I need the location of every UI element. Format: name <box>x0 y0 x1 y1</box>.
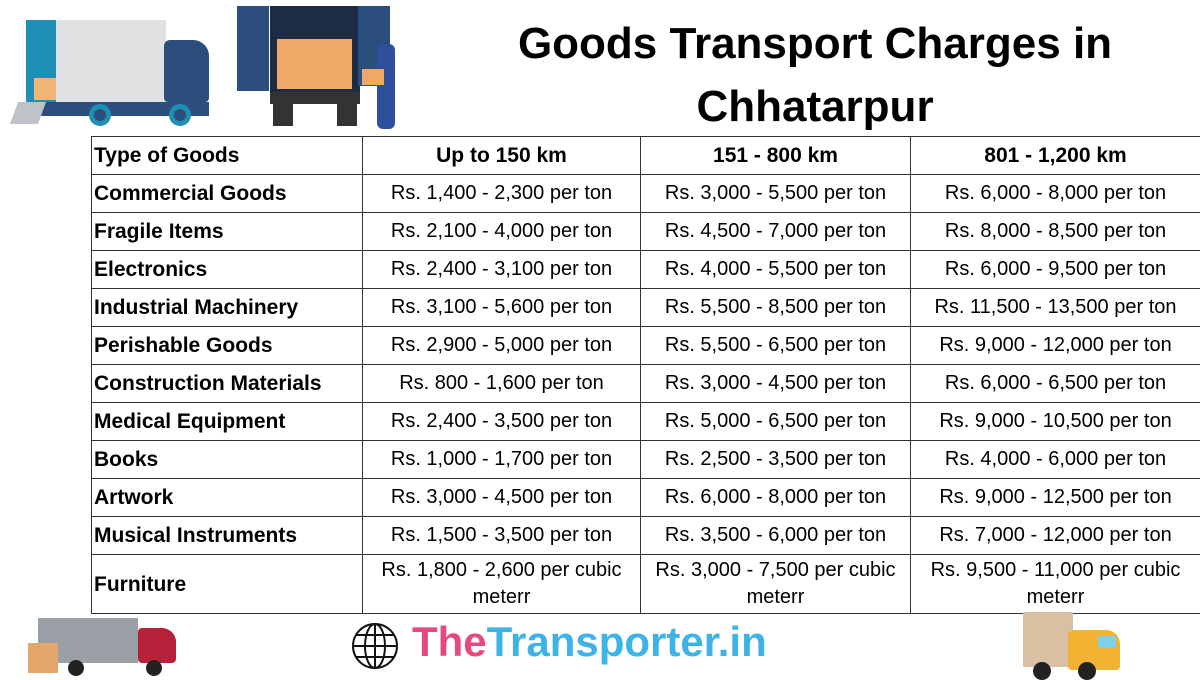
goods-type-cell: Construction Materials <box>92 365 363 403</box>
rate-cell: Rs. 1,800 - 2,600 per cubic meterr <box>363 555 641 614</box>
title-line-2: Chhatarpur <box>430 75 1200 138</box>
globe-icon <box>350 622 400 670</box>
rate-cell: Rs. 3,100 - 5,600 per ton <box>363 289 641 327</box>
column-header: Type of Goods <box>92 137 363 175</box>
rate-cell: Rs. 2,100 - 4,000 per ton <box>363 213 641 251</box>
delivery-van-illustration <box>1018 612 1123 675</box>
rate-cell: Rs. 4,000 - 6,000 per ton <box>911 441 1200 479</box>
loaded-truck-with-mover-illustration <box>237 4 402 132</box>
rate-cell: Rs. 6,000 - 9,500 per ton <box>911 251 1200 289</box>
rate-cell: Rs. 800 - 1,600 per ton <box>363 365 641 403</box>
rate-cell: Rs. 4,000 - 5,500 per ton <box>641 251 911 289</box>
goods-type-cell: Artwork <box>92 479 363 517</box>
red-truck-illustration <box>28 618 178 675</box>
rate-cell: Rs. 6,000 - 8,000 per ton <box>641 479 911 517</box>
brand-part-1: The <box>412 618 487 665</box>
rate-cell: Rs. 9,000 - 12,500 per ton <box>911 479 1200 517</box>
goods-type-cell: Electronics <box>92 251 363 289</box>
rate-cell: Rs. 3,000 - 4,500 per ton <box>363 479 641 517</box>
goods-type-cell: Perishable Goods <box>92 327 363 365</box>
page-title: Goods Transport Charges in Chhatarpur <box>430 12 1200 138</box>
rate-cell: Rs. 5,500 - 8,500 per ton <box>641 289 911 327</box>
rate-cell: Rs. 3,000 - 4,500 per ton <box>641 365 911 403</box>
rate-cell: Rs. 5,000 - 6,500 per ton <box>641 403 911 441</box>
rate-cell: Rs. 3,500 - 6,000 per ton <box>641 517 911 555</box>
goods-type-cell: Commercial Goods <box>92 175 363 213</box>
column-header: 151 - 800 km <box>641 137 911 175</box>
goods-type-cell: Books <box>92 441 363 479</box>
brand-logo-text: TheTransporter.in <box>412 612 767 672</box>
rate-cell: Rs. 2,400 - 3,500 per ton <box>363 403 641 441</box>
rate-cell: Rs. 3,000 - 7,500 per cubic meterr <box>641 555 911 614</box>
rate-cell: Rs. 7,000 - 12,000 per ton <box>911 517 1200 555</box>
rate-cell: Rs. 11,500 - 13,500 per ton <box>911 289 1200 327</box>
goods-type-cell: Furniture <box>92 555 363 614</box>
rate-cell: Rs. 8,000 - 8,500 per ton <box>911 213 1200 251</box>
rate-cell: Rs. 6,000 - 8,000 per ton <box>911 175 1200 213</box>
rate-cell: Rs. 6,000 - 6,500 per ton <box>911 365 1200 403</box>
moving-truck-illustration <box>14 18 209 126</box>
rate-cell: Rs. 5,500 - 6,500 per ton <box>641 327 911 365</box>
rate-cell: Rs. 1,400 - 2,300 per ton <box>363 175 641 213</box>
rate-cell: Rs. 1,000 - 1,700 per ton <box>363 441 641 479</box>
rate-cell: Rs. 9,000 - 12,000 per ton <box>911 327 1200 365</box>
goods-type-cell: Medical Equipment <box>92 403 363 441</box>
rate-cell: Rs. 9,500 - 11,000 per cubic meterr <box>911 555 1200 614</box>
rate-cell: Rs. 2,900 - 5,000 per ton <box>363 327 641 365</box>
column-header: Up to 150 km <box>363 137 641 175</box>
goods-type-cell: Industrial Machinery <box>92 289 363 327</box>
rate-cell: Rs. 9,000 - 10,500 per ton <box>911 403 1200 441</box>
rate-cell: Rs. 2,500 - 3,500 per ton <box>641 441 911 479</box>
rate-cell: Rs. 3,000 - 5,500 per ton <box>641 175 911 213</box>
rate-cell: Rs. 2,400 - 3,100 per ton <box>363 251 641 289</box>
rate-cell: Rs. 1,500 - 3,500 per ton <box>363 517 641 555</box>
brand-part-2: Transporter.in <box>487 618 767 665</box>
column-header: 801 - 1,200 km <box>911 137 1200 175</box>
title-line-1: Goods Transport Charges in <box>430 12 1200 75</box>
goods-type-cell: Fragile Items <box>92 213 363 251</box>
goods-type-cell: Musical Instruments <box>92 517 363 555</box>
rate-cell: Rs. 4,500 - 7,000 per ton <box>641 213 911 251</box>
